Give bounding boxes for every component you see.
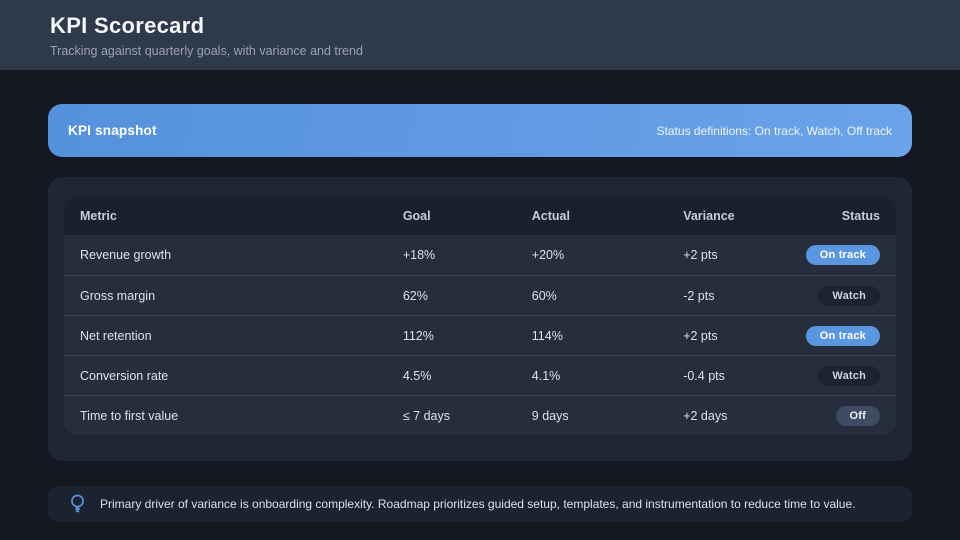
variance-cell: +2 pts (683, 328, 718, 343)
status-badge: Watch (818, 285, 880, 306)
variance-cell: +2 pts (683, 248, 718, 262)
page-title: KPI Scorecard (50, 12, 205, 38)
banner-title: KPI snapshot (68, 123, 157, 138)
table-row: Gross margin 62% 60% -2 pts Watch (64, 275, 896, 315)
actual-cell: +20% (531, 248, 565, 262)
footnote-bar: Primary driver of variance is onboarding… (48, 486, 912, 522)
status-badge: On track (805, 325, 880, 346)
status-badge: Off (835, 405, 880, 426)
metric-cell: Conversion rate (80, 368, 169, 383)
status-cell: Watch (788, 365, 896, 386)
app-header: KPI Scorecard Tracking against quarterly… (0, 0, 960, 70)
table-row: Time to first value ≤ 7 days 9 days +2 d… (64, 395, 896, 435)
column-header-actual: Actual (531, 209, 570, 223)
table-body: Revenue growth +18% +20% +2 pts On track… (64, 235, 896, 435)
metric-cell: Gross margin (80, 288, 156, 303)
status-cell: On track (788, 245, 896, 265)
actual-cell: 114% (531, 328, 563, 343)
table-row: Net retention 112% 114% +2 pts On track (64, 315, 896, 355)
variance-cell: -2 pts (683, 288, 715, 303)
page-subtitle: Tracking against quarterly goals, with v… (50, 43, 363, 58)
goal-cell: 112% (402, 328, 434, 343)
column-header-variance: Variance (683, 209, 735, 223)
kpi-table-card: Metric Goal Actual Variance Status Reven… (48, 177, 912, 461)
table-row: Conversion rate 4.5% 4.1% -0.4 pts Watch (64, 355, 896, 395)
actual-cell: 4.1% (531, 368, 561, 383)
status-cell: Off (788, 405, 896, 426)
table-row: Revenue growth +18% +20% +2 pts On track (64, 235, 896, 275)
metric-cell: Net retention (80, 328, 152, 343)
status-badge: Watch (818, 365, 880, 386)
status-definitions-note: Status definitions: On track, Watch, Off… (656, 123, 892, 138)
metric-cell: Time to first value (80, 408, 179, 423)
goal-cell: ≤ 7 days (402, 408, 450, 423)
actual-cell: 9 days (531, 408, 569, 423)
actual-cell: 60% (531, 288, 557, 303)
status-cell: On track (788, 325, 896, 346)
footnote-text: Primary driver of variance is onboarding… (100, 497, 856, 511)
status-badge: On track (805, 245, 880, 265)
column-header-status: Status (841, 209, 880, 223)
variance-cell: -0.4 pts (683, 368, 725, 383)
table-header-row: Metric Goal Actual Variance Status (64, 197, 896, 235)
kpi-table: Metric Goal Actual Variance Status Reven… (64, 197, 896, 435)
goal-cell: +18% (402, 248, 436, 262)
column-header-metric: Metric (80, 209, 117, 223)
kpi-snapshot-banner: KPI snapshot Status definitions: On trac… (48, 104, 912, 157)
metric-cell: Revenue growth (80, 248, 172, 262)
goal-cell: 4.5% (402, 368, 432, 383)
variance-cell: +2 days (683, 408, 728, 423)
goal-cell: 62% (402, 288, 428, 303)
status-cell: Watch (788, 285, 896, 306)
lightbulb-icon (70, 494, 85, 514)
column-header-goal: Goal (402, 209, 431, 223)
